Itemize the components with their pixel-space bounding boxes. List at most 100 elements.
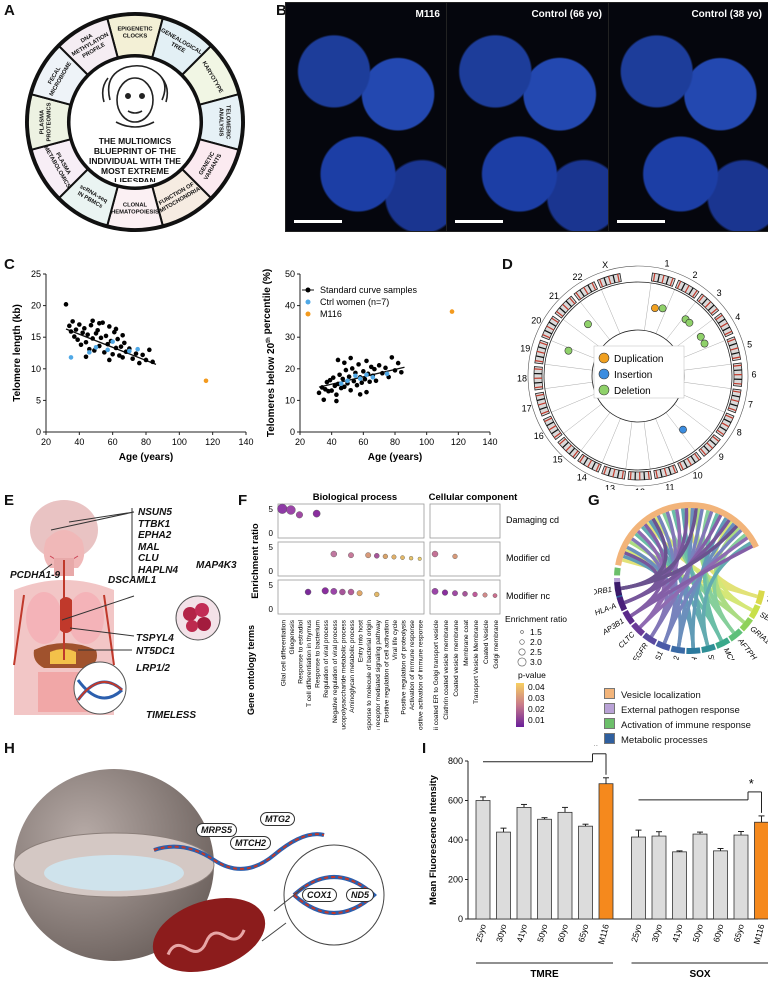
chord-ribbon [662, 528, 743, 644]
enrichment-dot [348, 552, 354, 559]
go-term-label: Response to estradiol [297, 619, 304, 683]
go-term-label: Positive regulation of cell activation [383, 620, 390, 723]
gene-arc [748, 604, 761, 620]
size-legend-title: Enrichment ratio [505, 614, 567, 624]
significance-star: * [593, 745, 598, 753]
y-tick-label: 40 [285, 301, 295, 311]
data-point [349, 366, 355, 371]
data-point [140, 352, 145, 358]
size-legend-label: 2.5 [530, 647, 542, 657]
size-legend-marker [520, 630, 524, 634]
data-point [361, 369, 366, 374]
gene-arc [728, 628, 743, 642]
enrichment-dot [365, 552, 372, 559]
enrichment-dot [492, 593, 498, 598]
data-point [72, 334, 77, 339]
variant-marker [696, 332, 705, 341]
gene-label: AFTPH [736, 636, 760, 660]
enrichment-dot [431, 588, 439, 595]
bar [713, 850, 728, 920]
x-tick-label: 80 [390, 437, 400, 447]
x-tick-label: 60yo [711, 923, 726, 944]
y-axis-label: Telomere length (kb) [12, 304, 23, 402]
microscopy-control-38: Control (38 yo) [608, 2, 768, 232]
x-tick-label: 50yo [535, 923, 550, 944]
bar [496, 831, 511, 920]
data-point [82, 326, 87, 331]
legend-label: Vesicle localization [621, 690, 701, 701]
gene-arc [616, 596, 628, 612]
x-tick-label: 50yo [691, 923, 706, 944]
enrichment-dot [400, 555, 405, 560]
chord-legend-item: Metabolic processes [604, 733, 751, 748]
legend-swatch [604, 718, 615, 729]
data-point [87, 346, 92, 352]
data-point [80, 330, 85, 336]
color-legend-bar [516, 683, 524, 727]
chromosome-label: 9 [719, 452, 724, 462]
go-term-label: Regulation of viral process [323, 619, 330, 697]
color-legend-label: 0.02 [528, 704, 545, 714]
legend-label: Standard curve samples [320, 285, 418, 295]
enrichment-dot [382, 553, 388, 560]
nucleus-icon [13, 769, 215, 961]
bar [692, 833, 708, 920]
enrichment-dot [391, 554, 397, 560]
chromosome-label: 20 [531, 315, 541, 325]
chromosome-label: 15 [553, 455, 563, 465]
chord-legend-item: Activation of immune response [604, 718, 751, 733]
gene-list-brain: NSUN5 TTBK1 EPHA2 MAL CLU HAPLN4 [138, 507, 179, 576]
row-label: Modifier cd [506, 553, 550, 563]
data-point [337, 372, 342, 378]
size-legend-label: 2.0 [530, 637, 542, 647]
go-term-label: Glial cell differentiation [280, 620, 287, 687]
y-tick-label: 0 [36, 427, 41, 437]
bar [631, 836, 646, 920]
telomere-percentile-scatter: 20 40 60 80 100 120 140 0 10 20 30 40 50 Age (years) T… [262, 269, 498, 463]
go-term-label: Negative regulation of viral process [332, 619, 339, 723]
data-point [95, 327, 100, 333]
data-point [399, 369, 404, 375]
bar [537, 818, 552, 920]
legend-label: Insertion [614, 370, 652, 381]
y-tick-label: 800 [448, 756, 463, 766]
column-header: Cellular component [429, 492, 519, 503]
x-tick-label: 30yo [494, 923, 509, 944]
group-label: TMRE [530, 969, 559, 980]
go-term-label: Membrane coat [463, 620, 470, 666]
x-axis-label: Gene ontology terms [246, 625, 256, 715]
bar [733, 834, 749, 920]
x-tick-label: 25yo [474, 923, 489, 944]
data-point [107, 324, 112, 329]
size-legend-marker [517, 657, 527, 667]
gene-label: HLA-DRB1 [594, 585, 612, 600]
chromosome-label: 21 [549, 291, 559, 301]
panel-c-label: C [4, 256, 15, 273]
data-point [102, 350, 107, 355]
panel-e-label: E [4, 492, 15, 509]
data-point [90, 318, 95, 324]
data-point [384, 371, 390, 377]
data-point [357, 392, 363, 397]
x-tick-label: 100 [172, 437, 187, 447]
go-term-label: Antigen receptor mediated signaling path… [375, 619, 382, 730]
y-tick-label: 0 [269, 605, 274, 614]
data-point [364, 372, 369, 378]
enrichment-dot [482, 592, 488, 598]
y-tick-label: 200 [448, 875, 463, 885]
gene-nt5dc: NT5DC1 [136, 646, 175, 657]
enrichment-dot [452, 553, 458, 560]
data-point [70, 319, 75, 324]
chromosome-label: 14 [577, 473, 587, 483]
data-point [118, 344, 124, 349]
data-point [63, 302, 69, 307]
y-tick-label: 400 [448, 835, 463, 845]
x-tick-label: 65yo [732, 923, 747, 944]
color-legend-label: 0.01 [528, 715, 545, 725]
data-point [103, 333, 109, 339]
chromosome-label: 11 [665, 483, 674, 490]
chromosome-label: 19 [520, 344, 530, 354]
cells-cluster-icon [183, 603, 211, 632]
gene-dscaml: DSCAML1 [108, 575, 157, 586]
gene-map4k3: MAP4K3 [196, 560, 237, 571]
